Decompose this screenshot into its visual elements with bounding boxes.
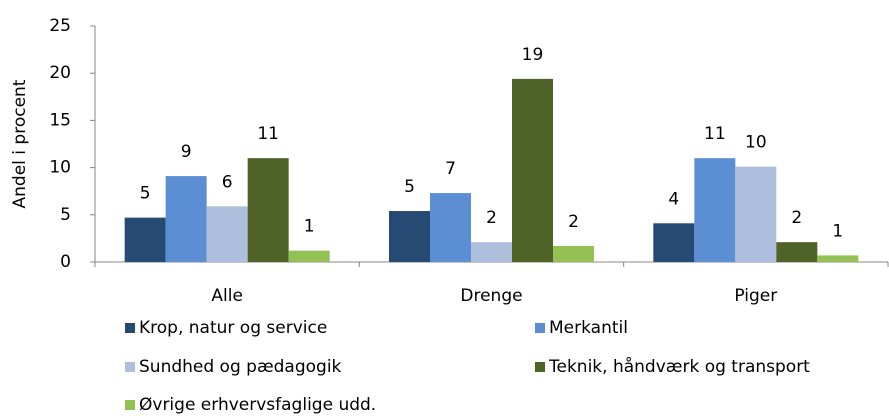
bar	[653, 223, 695, 262]
y-tick-label: 20	[49, 63, 71, 83]
bar	[124, 217, 166, 262]
data-label: 5	[140, 184, 151, 204]
y-tick-label: 25	[49, 16, 71, 36]
bar	[471, 242, 512, 262]
x-tick-label: Drenge	[460, 286, 522, 306]
bar	[165, 176, 207, 262]
bar	[553, 245, 594, 262]
data-label: 11	[704, 124, 726, 144]
legend-swatch	[535, 323, 545, 333]
y-tick-label: 5	[60, 205, 71, 225]
data-label: 4	[668, 189, 679, 209]
legend-label: Teknik, håndværk og transport	[548, 356, 810, 377]
bar	[288, 250, 330, 262]
data-label: 2	[791, 208, 802, 228]
bar	[817, 255, 859, 262]
legend-label: Sundhed og pædagogik	[139, 357, 342, 377]
bar	[776, 242, 818, 262]
y-tick-label: 10	[49, 158, 71, 178]
x-tick-label: Piger	[734, 286, 777, 306]
data-label: 19	[522, 45, 544, 65]
data-label: 6	[222, 172, 233, 192]
data-label: 7	[445, 159, 456, 179]
y-tick-label: 15	[49, 110, 71, 130]
x-tick-label: Alle	[211, 286, 243, 306]
data-label: 1	[832, 221, 843, 241]
legend-label: Merkantil	[549, 318, 628, 338]
data-label: 11	[257, 124, 279, 144]
data-label: 10	[745, 133, 767, 153]
bar	[735, 166, 777, 262]
data-label: 2	[486, 208, 497, 228]
data-label: 9	[181, 142, 192, 162]
bar	[430, 193, 471, 262]
bar	[512, 78, 553, 262]
legend-swatch	[535, 362, 545, 372]
legend-label: Krop, natur og service	[139, 318, 327, 338]
bar	[389, 211, 430, 262]
bar	[206, 206, 248, 262]
data-label: 1	[304, 217, 315, 237]
legend-swatch	[125, 400, 135, 410]
data-label: 2	[568, 212, 579, 232]
data-label: 5	[404, 177, 415, 197]
legend-swatch	[125, 323, 135, 333]
y-tick-label: 0	[60, 252, 71, 272]
y-axis-label: Andel i procent	[10, 79, 30, 208]
bar	[247, 158, 289, 262]
legend-label: Øvrige erhvervsfaglige udd.	[139, 395, 376, 415]
legend-swatch	[125, 362, 135, 372]
bar	[694, 158, 736, 262]
